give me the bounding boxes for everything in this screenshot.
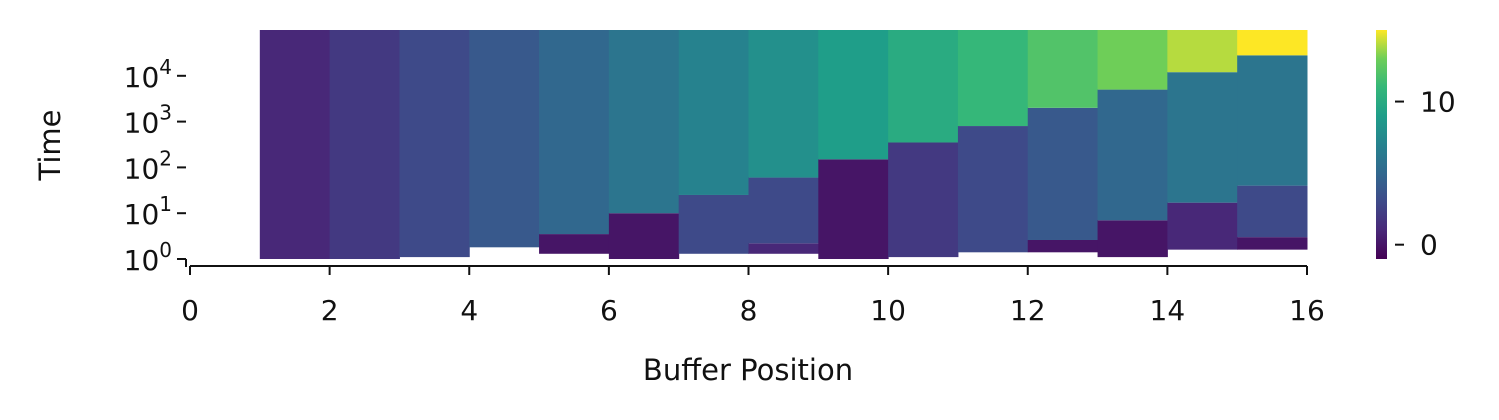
x-axis: 0 2 4 6 8 10 12 14 16: [181, 265, 1325, 327]
heatmap-cell: [818, 159, 889, 259]
x-tick-label: 0: [181, 294, 199, 327]
heatmap-cell: [539, 234, 610, 254]
y-tick-label: 104: [124, 55, 172, 94]
x-tick-label: 16: [1289, 294, 1325, 327]
heatmap-cell: [888, 30, 959, 143]
heatmap-cell: [1237, 185, 1308, 238]
x-tick-label: 12: [1010, 294, 1046, 327]
heatmap-cell: [678, 30, 749, 195]
heatmap-cell: [1097, 30, 1168, 90]
heatmap-cell: [818, 30, 889, 160]
x-axis-label: Buffer Position: [643, 353, 853, 387]
heatmap-cell: [748, 30, 819, 178]
heatmap-cell: [1027, 30, 1099, 108]
heatmap-cell: [1097, 89, 1168, 221]
x-tick-label: 8: [740, 294, 758, 327]
x-tick-label: 6: [600, 294, 618, 327]
y-tick-label: 100: [124, 238, 172, 277]
colorbar-tick-label: 0: [1420, 229, 1438, 262]
y-tick-label: 103: [124, 101, 172, 140]
heatmap-cell: [469, 30, 540, 248]
heatmap-cell: [259, 30, 331, 259]
heatmap-cell: [957, 126, 1029, 253]
colorbar-gradient: [1376, 30, 1387, 259]
heatmap-cell: [1167, 72, 1238, 203]
heatmap-cell: [399, 30, 470, 258]
heatmap-cell: [608, 30, 680, 214]
heatmap-cell: [957, 30, 1029, 127]
colorbar: 0 10: [1376, 30, 1456, 262]
y-axis-label: Time: [33, 110, 67, 182]
heatmap-cells: [259, 30, 1308, 259]
x-tick-label: 10: [870, 294, 906, 327]
heatmap-cell: [1167, 30, 1238, 73]
x-tick-label: 4: [460, 294, 478, 327]
heatmap-cell: [539, 30, 610, 235]
heatmap-cell: [888, 142, 959, 258]
heatmap-cell: [608, 213, 680, 259]
x-tick-label: 14: [1150, 294, 1186, 327]
colorbar-tick-label: 10: [1420, 86, 1456, 119]
heatmap-cell: [1237, 30, 1308, 56]
y-axis: 100 101 102 103 104: [124, 55, 187, 277]
y-tick-label: 101: [124, 192, 172, 231]
heatmap-cell: [748, 177, 819, 244]
heatmap-cell: [1237, 55, 1308, 186]
heatmap-cell: [1097, 220, 1168, 258]
heatmap-cell: [1237, 237, 1308, 250]
x-tick-label: 2: [321, 294, 339, 327]
heatmap-cell: [748, 243, 819, 254]
heatmap-cell: [1027, 107, 1099, 240]
heatmap-cell: [1027, 239, 1099, 253]
heatmap-cell: [678, 194, 749, 254]
y-tick-label: 102: [124, 146, 172, 185]
heatmap-cell: [329, 30, 400, 259]
heatmap-cell: [1167, 202, 1238, 250]
